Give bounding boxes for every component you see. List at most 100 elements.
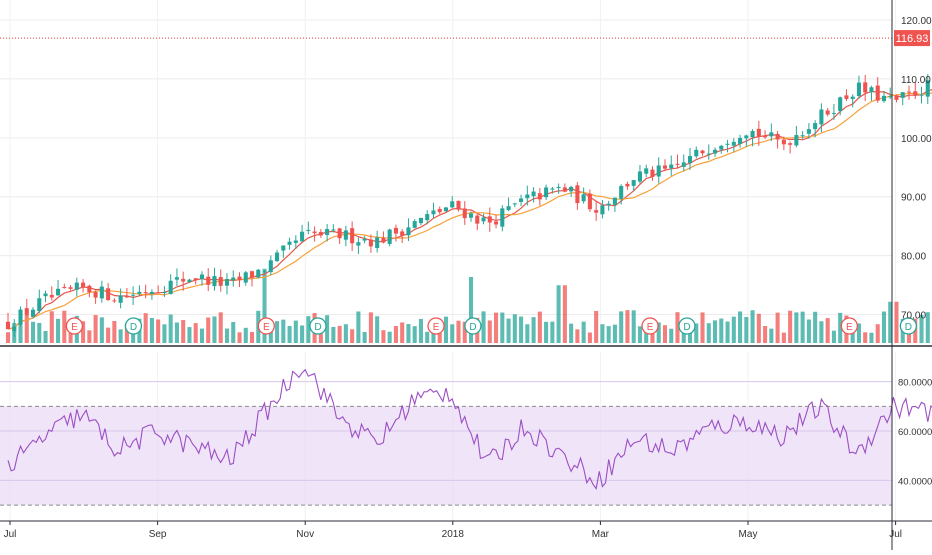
candle-body — [375, 237, 379, 248]
candle-body — [907, 92, 911, 93]
volume-bar — [388, 332, 392, 343]
candle-body — [494, 221, 498, 224]
time-tick-label: 2018 — [442, 529, 465, 540]
volume-bar — [625, 310, 629, 343]
volume-bar — [638, 326, 642, 343]
candle-body — [638, 171, 642, 181]
candle-body — [657, 165, 661, 176]
volume-bar — [663, 325, 667, 343]
candle-body — [363, 239, 367, 241]
candle-body — [813, 123, 817, 129]
candle-body — [244, 272, 248, 282]
candle-body — [194, 278, 198, 280]
candle-body — [913, 91, 917, 95]
candle-body — [300, 232, 304, 242]
candle-body — [219, 277, 223, 286]
candle-body — [394, 228, 398, 234]
candle-body — [325, 229, 329, 235]
candle-body — [826, 110, 830, 114]
volume-bar — [288, 326, 292, 343]
volume-bar — [406, 324, 410, 343]
volume-bar — [894, 302, 898, 343]
time-tick-label: Nov — [296, 529, 314, 540]
volume-bar — [394, 326, 398, 343]
candle-body — [388, 230, 392, 244]
volume-bar — [751, 310, 755, 343]
price-tick-label: 90.00 — [901, 193, 926, 204]
volume-bar — [119, 329, 123, 343]
time-tick-label: May — [739, 529, 758, 540]
volume-bar — [87, 330, 91, 343]
candle-body — [338, 228, 342, 238]
volume-bar — [456, 321, 460, 343]
candle-body — [550, 189, 554, 190]
candle-body — [306, 230, 310, 231]
volume-bar — [619, 311, 623, 343]
candle-body — [31, 310, 35, 317]
candle-body — [294, 241, 298, 243]
candle-body — [438, 209, 442, 212]
price-tick-label: 120.00 — [901, 16, 932, 27]
volume-bar — [444, 317, 448, 343]
candle-body — [431, 210, 435, 214]
volume-bar — [244, 328, 248, 343]
candle-body — [857, 83, 861, 96]
candle-body — [125, 296, 129, 297]
dividend-marker-label: D — [683, 322, 690, 333]
volume-bar — [763, 326, 767, 343]
volume-bar — [726, 322, 730, 343]
volume-bar — [557, 285, 561, 343]
volume-bar — [56, 319, 60, 343]
volume-bar — [187, 327, 191, 343]
candle-body — [663, 166, 667, 169]
candle-body — [444, 207, 448, 211]
volume-bar — [306, 316, 310, 343]
volume-bar — [162, 324, 166, 343]
candle-body — [644, 168, 648, 173]
candle-body — [225, 279, 229, 286]
candle-body — [75, 283, 79, 290]
candle-body — [162, 292, 166, 293]
dividend-marker-label: D — [314, 322, 321, 333]
earnings-marker-label: E — [71, 322, 78, 333]
candle-body — [81, 283, 85, 287]
volume-bar — [350, 329, 354, 343]
volume-bar — [532, 317, 536, 343]
candle-body — [876, 86, 880, 101]
candle-body — [175, 277, 179, 279]
time-tick-label: Jul — [4, 529, 17, 540]
volume-bar — [575, 329, 579, 343]
candle-body — [269, 260, 273, 272]
candle-body — [119, 295, 123, 302]
volume-bar — [356, 311, 360, 343]
volume-bar — [25, 315, 29, 343]
earnings-marker-label: E — [433, 322, 440, 333]
candle-body — [237, 277, 241, 281]
volume-bar — [613, 325, 617, 343]
volume-bar — [507, 319, 511, 343]
candle-body — [819, 109, 823, 124]
volume-bar — [757, 314, 761, 343]
candle-body — [682, 162, 686, 166]
candle-body — [675, 164, 679, 165]
candle-body — [419, 218, 423, 223]
candle-body — [263, 271, 267, 272]
volume-bar — [375, 316, 379, 343]
candle-body — [776, 134, 780, 140]
candle-body — [319, 232, 323, 235]
volume-bar — [569, 324, 573, 343]
candle-body — [100, 287, 104, 299]
volume-bar — [582, 322, 586, 343]
dividend-marker-label: D — [130, 322, 137, 333]
candle-body — [144, 292, 148, 293]
candle-body — [169, 281, 173, 294]
earnings-marker-label: E — [263, 322, 270, 333]
candle-body — [869, 87, 873, 92]
volume-bar — [237, 332, 241, 343]
volume-bar — [882, 312, 886, 343]
candle-body — [594, 210, 598, 213]
candle-body — [919, 95, 923, 96]
volume-bar — [538, 312, 542, 343]
volume-bar — [719, 319, 723, 343]
candle-body — [94, 292, 98, 298]
